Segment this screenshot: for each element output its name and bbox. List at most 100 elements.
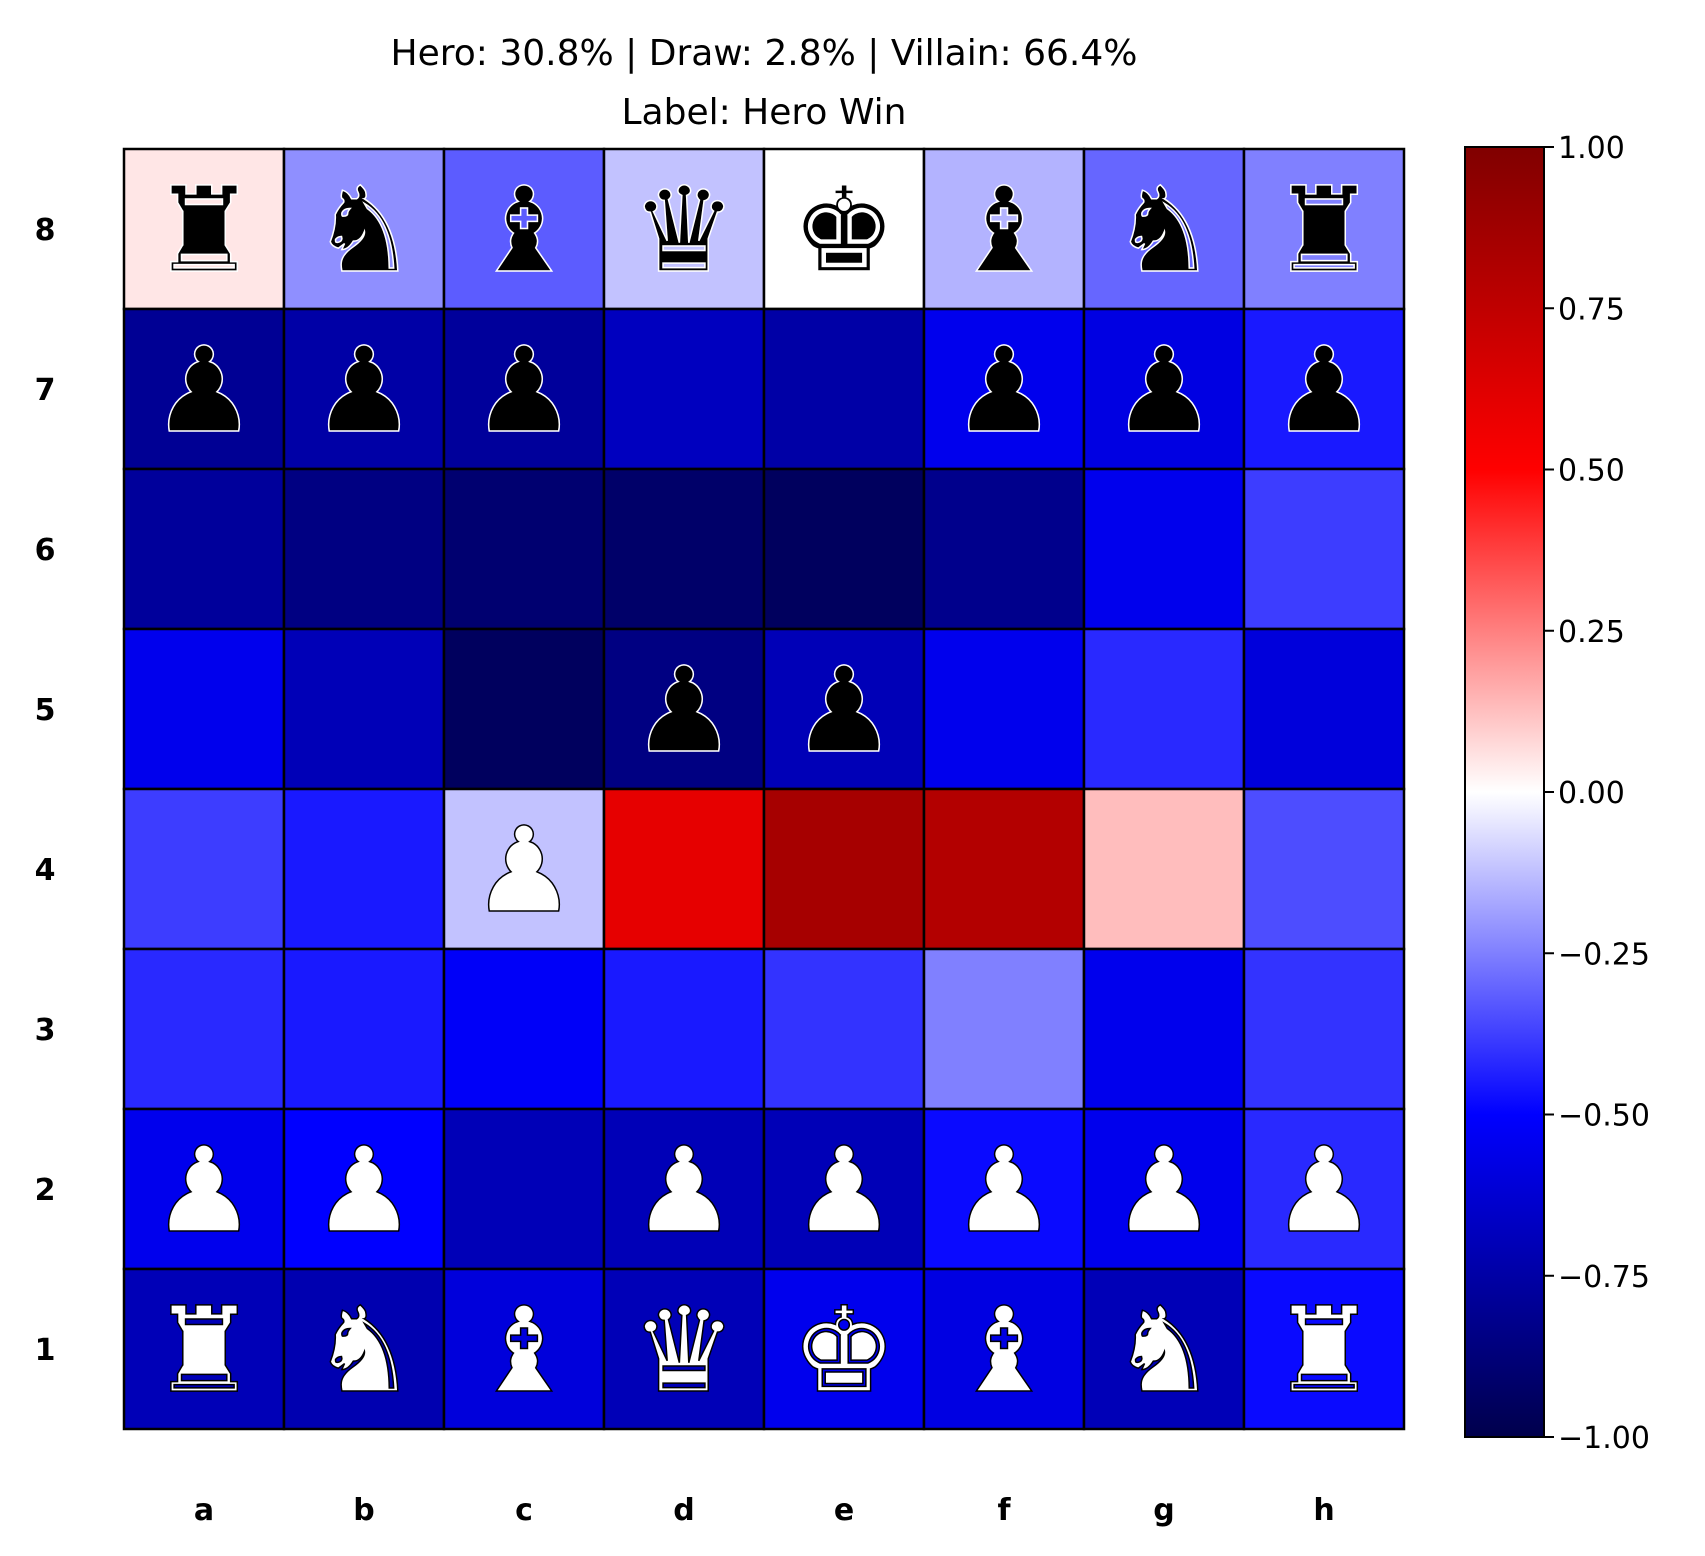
heatmap-cell-f4 — [922, 787, 1086, 951]
colorbar-tick-label: 0.25 — [1558, 615, 1625, 650]
rank-label-4: 4 — [35, 853, 56, 888]
heatmap-cell-a1 — [122, 1267, 286, 1431]
heatmap-cell-d3 — [602, 947, 766, 1111]
heatmap-cell-e6 — [762, 467, 926, 631]
white-pawn-icon: ♟ — [631, 1121, 737, 1259]
colorbar-tick-label: −0.50 — [1558, 1099, 1650, 1134]
black-king-icon: ♚ — [791, 161, 897, 299]
heatmap-cell-h1 — [1242, 1267, 1406, 1431]
colorbar — [1464, 146, 1545, 1438]
heatmap-cell-c5 — [442, 627, 606, 791]
rank-label-8: 8 — [35, 213, 56, 248]
heatmap-cell-h8 — [1242, 147, 1406, 311]
heatmap-cell-f3 — [922, 947, 1086, 1111]
file-label-d: d — [673, 1493, 694, 1528]
white-pawn-icon: ♟ — [471, 801, 577, 939]
heatmap-cell-c1 — [442, 1267, 606, 1431]
heatmap-cell-b3 — [282, 947, 446, 1111]
heatmap-cell-f8 — [922, 147, 1086, 311]
chart-title: Hero: 30.8% | Draw: 2.8% | Villain: 66.4… — [391, 33, 1138, 74]
white-pawn-icon: ♟ — [791, 1121, 897, 1259]
black-pawn-icon: ♟ — [1111, 321, 1217, 459]
colorbar-tick-label: −0.25 — [1558, 937, 1650, 972]
heatmap-cell-f6 — [922, 467, 1086, 631]
heatmap-cell-b5 — [282, 627, 446, 791]
black-knight-icon: ♞ — [1111, 161, 1217, 299]
file-label-a: a — [194, 1493, 214, 1528]
heatmap-cell-a3 — [122, 947, 286, 1111]
rank-label-2: 2 — [35, 1173, 56, 1208]
heatmap-cell-g3 — [1082, 947, 1246, 1111]
heatmap-cell-b2 — [282, 1107, 446, 1271]
heatmap-cell-d8 — [602, 147, 766, 311]
heatmap-cell-e7 — [762, 307, 926, 471]
heatmap-cell-h3 — [1242, 947, 1406, 1111]
heatmap-cell-c6 — [442, 467, 606, 631]
white-pawn-icon: ♟ — [1111, 1121, 1217, 1259]
colorbar-tick-label: −0.75 — [1558, 1260, 1650, 1295]
white-pawn-icon: ♟ — [951, 1121, 1057, 1259]
heatmap-cell-e5 — [762, 627, 926, 791]
black-pawn-icon: ♟ — [151, 321, 257, 459]
chart-subtitle: Label: Hero Win — [621, 92, 906, 133]
heatmap-cell-d2 — [602, 1107, 766, 1271]
file-label-e: e — [834, 1493, 854, 1528]
white-knight-icon: ♞ — [1111, 1281, 1217, 1419]
white-king-icon: ♚ — [791, 1281, 897, 1419]
colorbar-axis: 1.00 0.75 0.50 0.25 0.00 −0.25 −0.50 −0.75 −1.00 — [1544, 131, 1650, 1456]
black-pawn-icon: ♟ — [311, 321, 417, 459]
heatmap-cell-d7 — [602, 307, 766, 471]
heatmap-cell-h2 — [1242, 1107, 1406, 1271]
heatmap-cell-c4 — [442, 787, 606, 951]
black-pawn-icon: ♟ — [1271, 321, 1377, 459]
heatmap-cell-b8 — [282, 147, 446, 311]
heatmap-cell-d6 — [602, 467, 766, 631]
black-knight-icon: ♞ — [311, 161, 417, 299]
heatmap-cell-g6 — [1082, 467, 1246, 631]
colorbar-tick-label: 0.50 — [1558, 454, 1625, 489]
white-knight-icon: ♞ — [311, 1281, 417, 1419]
black-pawn-icon: ♟ — [471, 321, 577, 459]
black-rook-icon: ♜ — [1271, 161, 1377, 299]
rank-label-7: 7 — [35, 373, 56, 408]
heatmap-cell-h4 — [1242, 787, 1406, 951]
colorbar-tick-label: −1.00 — [1558, 1421, 1650, 1456]
chess-board: ♜ ♞ ♝ ♛ ♚ ♝ ♞ ♜ ♟ ♟ ♟ ♟ ♟ ♟ ♟ ♟ ♟ ♟ ♟ ♟ ♟ ♟ ♟ ♟ ♜ ♞ ♝ ♛ ♚ ♝ ♞ ♜ — [122, 147, 1406, 1431]
heatmap-cell-c2 — [442, 1107, 606, 1271]
heatmap-cell-g4 — [1082, 787, 1246, 951]
heatmap-cell-a8 — [122, 147, 286, 311]
white-bishop-icon: ♝ — [471, 1281, 577, 1419]
white-pawn-icon: ♟ — [151, 1121, 257, 1259]
heatmap-cell-h6 — [1242, 467, 1406, 631]
file-label-f: f — [997, 1493, 1011, 1528]
heatmap-cell-a2 — [122, 1107, 286, 1271]
heatmap-cell-g1 — [1082, 1267, 1246, 1431]
black-bishop-icon: ♝ — [471, 161, 577, 299]
rank-label-1: 1 — [35, 1333, 56, 1368]
heatmap-cell-e4 — [762, 787, 926, 951]
white-pawn-icon: ♟ — [1271, 1121, 1377, 1259]
heatmap-cell-f7 — [922, 307, 1086, 471]
black-bishop-icon: ♝ — [951, 161, 1057, 299]
heatmap-cell-e3 — [762, 947, 926, 1111]
rank-label-6: 6 — [35, 533, 56, 568]
heatmap-cell-f2 — [922, 1107, 1086, 1271]
colorbar-tick-label: 1.00 — [1558, 131, 1625, 166]
black-rook-icon: ♜ — [151, 161, 257, 299]
heatmap-cell-h5 — [1242, 627, 1406, 791]
white-queen-icon: ♛ — [631, 1281, 737, 1419]
heatmap-cell-b6 — [282, 467, 446, 631]
file-label-h: h — [1313, 1493, 1334, 1528]
heatmap-cell-e1 — [762, 1267, 926, 1431]
colorbar-tick-label: 0.75 — [1558, 292, 1625, 327]
heatmap-cell-b4 — [282, 787, 446, 951]
heatmap-cell-h7 — [1242, 307, 1406, 471]
white-pawn-icon: ♟ — [311, 1121, 417, 1259]
black-pawn-icon: ♟ — [791, 641, 897, 779]
black-queen-icon: ♛ — [631, 161, 737, 299]
heatmap-cell-b7 — [282, 307, 446, 471]
white-rook-icon: ♜ — [1271, 1281, 1377, 1419]
file-label-c: c — [515, 1493, 533, 1528]
white-rook-icon: ♜ — [151, 1281, 257, 1419]
